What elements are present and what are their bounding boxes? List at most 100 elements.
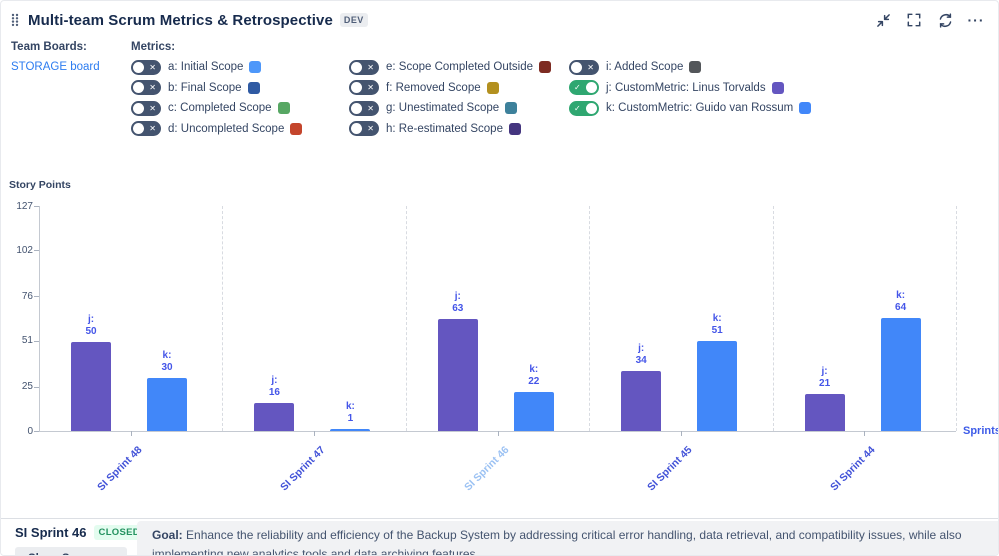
toggle-knob [133,102,144,114]
gridline [222,206,224,431]
metric-color-swatch [539,61,552,74]
y-tick-mark [34,340,39,342]
metric-label: e: Scope Completed Outside [386,61,534,74]
x-icon: ✕ [149,62,156,72]
x-axis-title: Sprints [963,425,999,437]
series-key: k: [345,401,355,413]
collapse-icon[interactable] [875,12,891,28]
toggle-knob [133,61,144,73]
more-icon[interactable]: ··· [967,12,985,28]
fullscreen-icon[interactable] [906,12,922,28]
goal-label: Goal: [152,528,183,542]
metrics-column: ✕ e: Scope Completed Outside ✕ f: Removed S… [349,57,569,139]
y-tick-mark [34,386,39,388]
series-value: 63 [452,303,464,315]
x-icon: ✕ [149,103,156,113]
metric-item-e: ✕ e: Scope Completed Outside [349,57,569,78]
toggle-off-i[interactable]: ✕ [569,59,599,75]
metrics-column: ✕ i: Added Scope ✓ j: CustomMetric: Linus T… [569,57,812,139]
toggle-off-e[interactable]: ✕ [349,59,379,75]
x-tick-mark [497,431,499,436]
toggle-off-f[interactable]: ✕ [349,80,379,96]
toggle-on-j[interactable]: ✓ [569,80,599,96]
y-tick-mark [34,296,39,298]
y-tick-mark [34,206,39,207]
toggle-off-d[interactable]: ✕ [131,121,161,137]
metric-item-j: ✓ j: CustomMetric: Linus Torvalds [569,78,811,99]
toggle-knob [351,102,362,114]
metric-label: j: CustomMetric: Linus Torvalds [606,81,766,94]
series-value: 16 [268,386,280,398]
metrics-column: ✕ a: Initial Scope ✕ b: Final Scope ✕ c: Comp… [131,57,349,139]
metric-color-swatch [249,61,262,74]
series-key: k: [529,364,539,376]
bar-k-si-sprint-44[interactable] [880,317,921,431]
bar-value-label: j: 63 [423,291,493,315]
metric-item-f: ✕ f: Removed Scope [349,78,569,99]
sprint-goal: Goal: Enhance the reliability and effici… [137,521,998,555]
x-icon: ✕ [367,103,374,113]
widget-title: Multi-team Scrum Metrics & Retrospective [28,11,333,29]
bar-value-label: j: 50 [56,314,126,338]
series-value: 30 [161,361,173,373]
header-actions: ··· [875,12,984,28]
metric-label: d: Uncompleted Scope [168,122,285,135]
x-icon: ✕ [587,62,594,72]
metric-color-swatch [505,102,518,115]
metric-label: g: Unestimated Scope [386,102,500,115]
toggle-on-k[interactable]: ✓ [569,100,599,116]
x-tick-mark [130,431,132,436]
series-key: j: [821,365,828,377]
team-boards-label: Team Boards: [11,41,87,53]
metric-color-swatch [689,61,702,74]
metric-color-swatch [771,81,784,94]
bar-j-si-sprint-45[interactable] [621,370,662,431]
bar-k-si-sprint-46[interactable] [513,392,554,431]
metrics-label: Metrics: [131,41,176,53]
bar-k-si-sprint-47[interactable] [330,429,371,431]
toggle-off-a[interactable]: ✕ [131,59,161,75]
x-icon: ✕ [149,83,156,93]
metric-item-a: ✕ a: Initial Scope [131,57,349,78]
metric-item-k: ✓ k: CustomMetric: Guido van Rossum [569,98,812,119]
bar-j-si-sprint-46[interactable] [437,319,478,431]
metric-color-swatch [290,122,303,135]
show-summary-button[interactable]: Show Summary [15,547,128,555]
bar-j-si-sprint-48[interactable] [71,342,111,431]
series-key: j: [271,374,278,386]
series-key: j: [638,342,645,354]
y-tick-label: 102 [16,244,33,256]
y-tick-mark [34,431,39,432]
toggle-knob [133,82,144,94]
toggle-off-h[interactable]: ✕ [349,121,379,137]
bar-j-si-sprint-44[interactable] [804,393,845,431]
x-tick-mark [680,431,682,436]
bar-value-label: k: 51 [682,313,752,337]
x-tick-mark [864,431,866,436]
series-value: 34 [635,354,647,366]
y-tick-label: 25 [21,381,33,393]
metric-label: h: Re-estimated Scope [386,122,503,135]
toggle-knob [133,123,144,135]
toggle-off-b[interactable]: ✕ [131,80,161,96]
metric-item-i: ✕ i: Added Scope [569,57,811,78]
bar-k-si-sprint-45[interactable] [697,340,738,431]
check-icon: ✓ [574,83,581,93]
storage-board-link[interactable]: STORAGE board [11,61,100,73]
sprint-footer: SI Sprint 46 CLOSED Show Summary Goal: E… [1,518,998,555]
bar-k-si-sprint-48[interactable] [147,377,187,431]
series-value: 22 [528,376,540,388]
y-tick-label: 0 [27,425,33,437]
metric-color-swatch [247,81,260,94]
toggle-off-c[interactable]: ✕ [131,100,161,116]
bar-value-label: j: 34 [606,343,676,367]
x-tick-mark [314,431,316,436]
drag-handle-icon[interactable] [11,13,19,27]
toggle-off-g[interactable]: ✕ [349,100,379,116]
toggle-knob [571,61,582,73]
metric-label: a: Initial Scope [168,61,244,74]
bar-j-si-sprint-47[interactable] [254,402,295,431]
series-value: 21 [819,377,831,389]
refresh-icon[interactable] [937,12,953,28]
